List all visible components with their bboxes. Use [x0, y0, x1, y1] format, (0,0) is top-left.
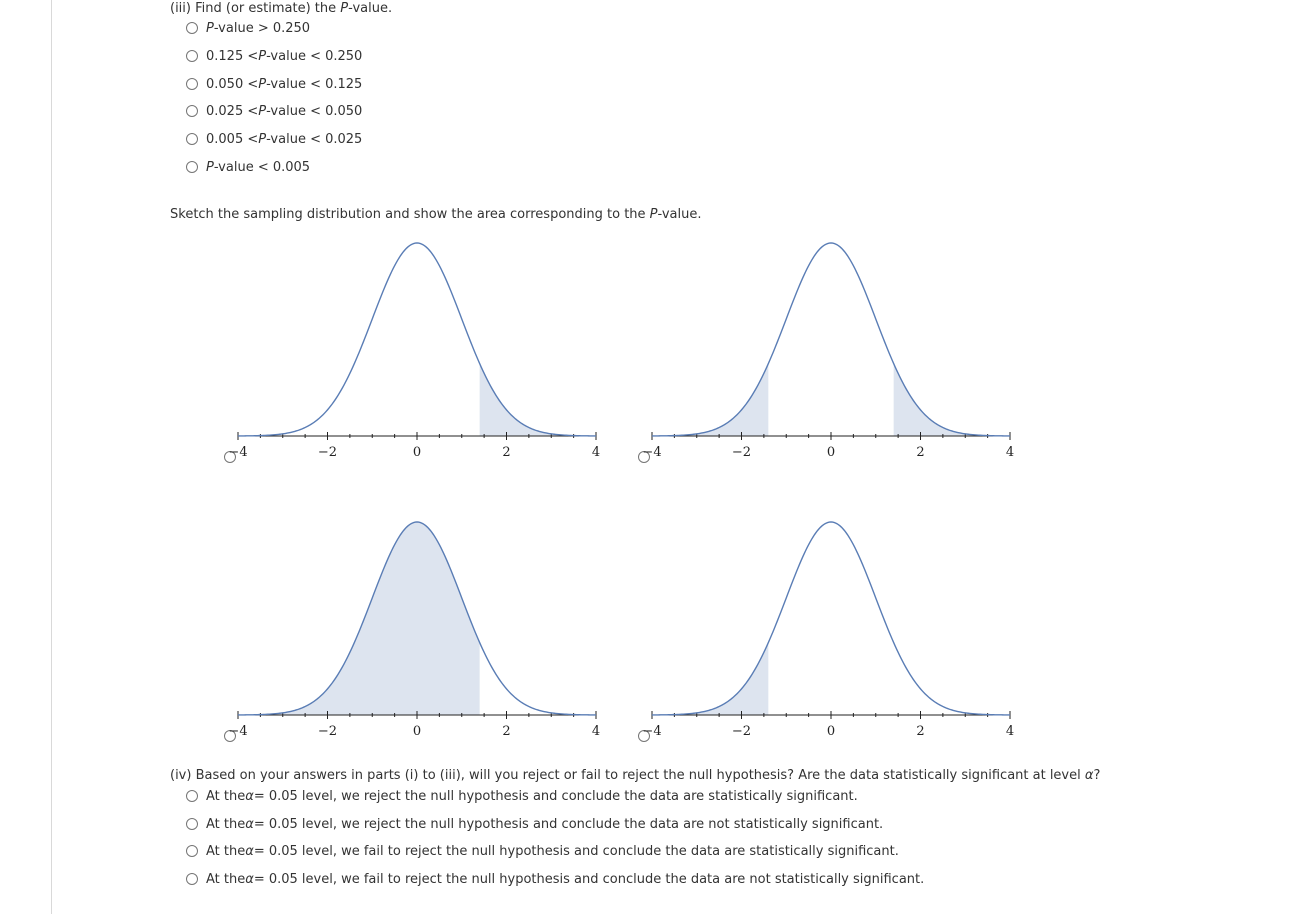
x-tick-label: 0 [827, 724, 835, 739]
plot-choice-radio-3[interactable] [224, 730, 236, 742]
x-tick-label: 0 [413, 445, 421, 460]
conclusion-option-1[interactable]: At the α = 0.05 level, we reject the nul… [186, 788, 858, 804]
normal-curve-right-tail-plot[interactable]: −4 −2 0 2 4 [228, 236, 602, 466]
pvalue-option-5[interactable]: 0.005 < P -value < 0.025 [186, 131, 362, 147]
conclusion-option-3[interactable]: At the α = 0.05 level, we fail to reject… [186, 843, 899, 859]
normal-curve-two-tail-plot[interactable]: −4 −2 0 2 4 [642, 236, 1016, 466]
pvalue-option-6[interactable]: P -value < 0.005 [186, 159, 310, 175]
x-tick-label: 4 [1006, 724, 1014, 739]
conclusion-option-2[interactable]: At the α = 0.05 level, we reject the nul… [186, 816, 883, 832]
x-tick-label: −2 [318, 445, 337, 460]
normal-curve-line [651, 242, 1011, 437]
normal-curve-line [651, 521, 1011, 716]
conclusion-option-4[interactable]: At the α = 0.05 level, we fail to reject… [186, 871, 924, 887]
x-tick-label: −4 [228, 445, 247, 460]
x-tick-label: −4 [642, 445, 661, 460]
radio-button[interactable] [186, 78, 198, 90]
normal-curve-left-area-plot[interactable]: −4 −2 0 2 4 [228, 515, 602, 745]
pvalue-option-4[interactable]: 0.025 < P -value < 0.050 [186, 103, 362, 119]
radio-button[interactable] [186, 873, 198, 885]
pvalue-option-2[interactable]: 0.125 < P -value < 0.250 [186, 48, 362, 64]
x-tick-label: −2 [732, 724, 751, 739]
pvalue-option-1[interactable]: P -value > 0.250 [186, 20, 310, 36]
left-divider [51, 0, 52, 914]
radio-button[interactable] [186, 22, 198, 34]
x-tick-label: 0 [413, 724, 421, 739]
x-tick-label: −2 [318, 724, 337, 739]
radio-button[interactable] [186, 161, 198, 173]
radio-button[interactable] [186, 50, 198, 62]
plot-choice-radio-1[interactable] [224, 451, 236, 463]
x-tick-label: −4 [228, 724, 247, 739]
question-part-3: (iii) Find (or estimate) the P-value. [170, 1, 393, 16]
plot-choice-radio-2[interactable] [638, 451, 650, 463]
radio-button[interactable] [186, 133, 198, 145]
x-tick-label: 2 [502, 445, 510, 460]
normal-curve-line [237, 242, 597, 437]
sketch-prompt: Sketch the sampling distribution and sho… [170, 207, 702, 222]
shaded-area-1 [652, 642, 769, 715]
radio-button[interactable] [186, 790, 198, 802]
x-tick-label: 2 [916, 445, 924, 460]
x-tick-label: 2 [502, 724, 510, 739]
shaded-area-1 [238, 522, 480, 715]
x-tick-label: 4 [592, 445, 600, 460]
x-tick-label: 0 [827, 445, 835, 460]
radio-button[interactable] [186, 105, 198, 117]
x-tick-label: 4 [592, 724, 600, 739]
question-part-4: (iv) Based on your answers in parts (i) … [170, 768, 1101, 783]
plot-choice-radio-4[interactable] [638, 730, 650, 742]
shaded-area-1 [652, 363, 769, 436]
x-tick-label: 2 [916, 724, 924, 739]
normal-curve-line [237, 521, 597, 716]
pvalue-option-3[interactable]: 0.050 < P -value < 0.125 [186, 76, 362, 92]
radio-button[interactable] [186, 845, 198, 857]
x-tick-label: 4 [1006, 445, 1014, 460]
shaded-area-1 [479, 363, 596, 436]
radio-button[interactable] [186, 818, 198, 830]
x-tick-label: −4 [642, 724, 661, 739]
x-tick-label: −2 [732, 445, 751, 460]
normal-curve-left-tail-plot[interactable]: −4 −2 0 2 4 [642, 515, 1016, 745]
shaded-area-2 [893, 363, 1010, 436]
